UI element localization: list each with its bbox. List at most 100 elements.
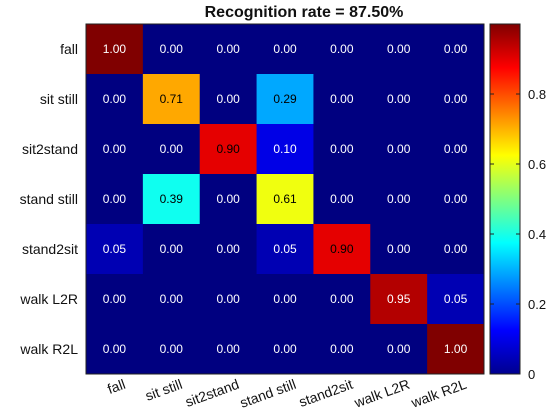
heatmap-cell — [86, 74, 144, 125]
cell-value-label: 0.00 — [103, 292, 127, 306]
cell-value-label: 0.00 — [330, 342, 354, 356]
cell-value-label: 0.00 — [273, 342, 297, 356]
heatmap-cell — [86, 274, 144, 325]
heatmap-cell — [256, 74, 314, 125]
cell-value-label: 0.00 — [216, 242, 240, 256]
heatmap-cell — [142, 224, 201, 275]
column-label: stand still — [238, 376, 298, 411]
heatmap-cell — [313, 324, 371, 375]
heatmap-cell — [199, 324, 258, 375]
heatmap-cell — [86, 24, 144, 75]
row-labels: fall sit still sit2stand stand still stand2s… — [19, 41, 78, 357]
cell-value-label: 0.00 — [444, 242, 468, 256]
heatmap-cells — [86, 24, 485, 375]
heatmap-cell — [142, 324, 201, 375]
cell-value-label: 0.00 — [444, 142, 468, 156]
column-label: sit still — [143, 376, 184, 404]
cell-value-label: 0.00 — [160, 242, 184, 256]
heatmap-cell — [142, 174, 201, 225]
cell-value-label: 0.00 — [387, 142, 411, 156]
cell-value-label: 0.61 — [273, 192, 297, 206]
chart-title: Recognition rate = 87.50% — [205, 4, 404, 21]
cell-value-label: 0.39 — [160, 192, 184, 206]
heatmap-cell — [313, 174, 371, 225]
heatmap-cell — [370, 274, 428, 325]
cell-value-label: 0.00 — [273, 42, 297, 56]
column-label: sit2stand — [183, 376, 241, 410]
cell-value-label: 0.90 — [216, 142, 240, 156]
column-label: stand2sit — [297, 376, 355, 410]
heatmap-cell — [199, 24, 258, 75]
cell-value-label: 0.00 — [387, 92, 411, 106]
cell-value-label: 0.00 — [387, 242, 411, 256]
heatmap-cell — [199, 224, 258, 275]
cell-value-label: 0.90 — [330, 242, 354, 256]
heatmap-cell — [370, 174, 428, 225]
heatmap-cell — [370, 224, 428, 275]
cell-value-label: 0.00 — [387, 42, 411, 56]
column-label: walk R2L — [408, 376, 469, 411]
cell-value-label: 0.00 — [330, 92, 354, 106]
cell-value-label: 0.00 — [330, 292, 354, 306]
cell-value-label: 0.05 — [273, 242, 297, 256]
cell-value-label: 1.00 — [103, 42, 127, 56]
heatmap-cell — [313, 224, 371, 275]
heatmap-cell — [256, 174, 314, 225]
heatmap-cell — [427, 24, 485, 75]
heatmap-cell — [370, 124, 428, 175]
cell-value-label: 0.05 — [444, 292, 468, 306]
cell-value-label: 0.00 — [160, 42, 184, 56]
heatmap-cell — [370, 74, 428, 125]
cell-value-label: 0.00 — [273, 292, 297, 306]
cell-value-label: 0.00 — [216, 192, 240, 206]
colorbar-tick-label: 0.6 — [528, 157, 546, 172]
colorbar-tick-label: 0.8 — [528, 87, 546, 102]
heatmap-cell — [427, 124, 485, 175]
row-label: sit2stand — [22, 141, 78, 157]
heatmap-cell — [256, 274, 314, 325]
row-label: fall — [60, 41, 78, 57]
colorbar-gradient — [489, 23, 521, 375]
heatmap-cell — [86, 174, 144, 225]
plot-frame — [85, 23, 485, 375]
row-label: walk L2R — [19, 291, 78, 307]
cell-value-label: 0.29 — [273, 92, 297, 106]
cell-value-label: 0.00 — [444, 92, 468, 106]
heatmap-cell — [427, 324, 485, 375]
row-label: walk R2L — [19, 341, 78, 357]
heatmap-cell — [313, 124, 371, 175]
cell-value-label: 0.00 — [103, 192, 127, 206]
cell-value-label: 0.00 — [216, 92, 240, 106]
cell-value-label: 0.00 — [444, 192, 468, 206]
colorbar-tick-label: 0.4 — [528, 227, 546, 242]
heatmap-cell — [142, 74, 201, 125]
heatmap-cell — [313, 274, 371, 325]
heatmap-cell — [142, 124, 201, 175]
cell-value-label: 0.00 — [160, 142, 184, 156]
colorbar-tick-label: 0.2 — [528, 297, 546, 312]
cell-value-label: 0.05 — [103, 242, 127, 256]
colorbar-tick-label: 0 — [528, 367, 535, 382]
cell-value-label: 0.71 — [160, 92, 184, 106]
cell-value-label: 0.00 — [330, 42, 354, 56]
heatmap-cell — [427, 224, 485, 275]
column-label: walk L2R — [351, 376, 412, 411]
heatmap-cell — [427, 174, 485, 225]
row-label: stand still — [20, 191, 78, 207]
heatmap-cell — [199, 124, 258, 175]
cell-value-label: 0.00 — [330, 142, 354, 156]
heatmap-cell — [256, 24, 314, 75]
heatmap-cell — [256, 124, 314, 175]
cell-value-label: 0.00 — [103, 142, 127, 156]
cell-value-label: 0.00 — [387, 342, 411, 356]
heatmap-cell — [86, 324, 144, 375]
heatmap-cell — [142, 24, 201, 75]
cell-value-label: 1.00 — [444, 342, 468, 356]
heatmap-cell — [256, 324, 314, 375]
row-label: sit still — [40, 91, 78, 107]
heatmap-cell — [427, 274, 485, 325]
cell-value-label: 0.00 — [216, 342, 240, 356]
cell-value-label: 0.00 — [444, 42, 468, 56]
heatmap-cell — [370, 324, 428, 375]
